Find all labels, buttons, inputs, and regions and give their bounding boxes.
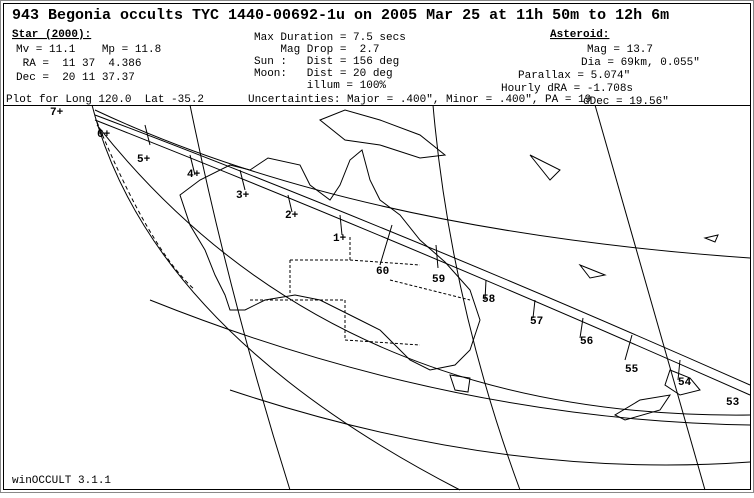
asteroid-line: Mag = 13.7 xyxy=(587,44,653,56)
coastline xyxy=(449,374,471,393)
inner-frame xyxy=(3,3,751,490)
footer: winOCCULT 3.1.1 xyxy=(12,475,111,487)
time-tick xyxy=(579,317,584,339)
time-label: 4+ xyxy=(187,169,201,181)
time-tick xyxy=(189,154,196,176)
limb xyxy=(91,104,461,491)
coastline xyxy=(664,369,701,396)
meridian xyxy=(189,104,291,491)
parallel xyxy=(229,389,751,466)
time-label: 55 xyxy=(625,364,639,376)
time-label: 56 xyxy=(580,336,593,348)
coastline xyxy=(529,154,719,279)
state-border xyxy=(250,235,471,346)
time-label: 6+ xyxy=(97,129,111,141)
time-tick xyxy=(287,194,293,213)
time-label: 59 xyxy=(432,274,445,286)
title: 943 Begonia occults TYC 1440-00692-1u on… xyxy=(12,7,669,24)
time-tick xyxy=(677,359,681,381)
time-tick xyxy=(532,299,536,319)
time-tick xyxy=(484,279,487,301)
coastline xyxy=(613,394,672,421)
time-label: 7+ xyxy=(50,107,64,119)
time-label: 57 xyxy=(530,316,543,328)
time-tick xyxy=(435,244,439,269)
coastline xyxy=(319,109,447,159)
asteroid-line: Parallax = 5.074" xyxy=(518,70,630,82)
map: 7+ 6+ 5+ 4+ 3+ 2+ 1+ 60 59 58 57 56 55 54 53 xyxy=(50,104,751,491)
time-label: 2+ xyxy=(285,210,299,222)
time-tick xyxy=(624,334,633,361)
time-label: 5+ xyxy=(137,154,151,166)
asteroid-line: Hourly dRA = -1.708s xyxy=(501,83,633,95)
event-line: Sun : Dist = 156 deg xyxy=(254,56,399,68)
uncertainty-limit xyxy=(94,109,751,259)
path-limit xyxy=(94,114,751,386)
path-limit xyxy=(94,119,751,396)
time-tick xyxy=(379,224,393,266)
plot-location: Plot for Long 120.0 Lat -35.2 xyxy=(6,94,204,106)
meridian xyxy=(594,104,706,491)
time-tick xyxy=(239,169,246,191)
star-line: RA = 11 37 4.386 xyxy=(16,58,141,70)
uncertainty-limit xyxy=(96,124,751,416)
star-line: Dec = 20 11 37.37 xyxy=(16,72,135,84)
time-label: 54 xyxy=(678,377,692,389)
time-tick xyxy=(339,214,343,236)
parallel xyxy=(149,299,751,426)
uncertainties: Uncertainties: Major = .400", Minor = .4… xyxy=(248,94,591,106)
event-line: illum = 100% xyxy=(254,80,386,92)
time-label: 3+ xyxy=(236,190,250,202)
event-line: Max Duration = 7.5 secs xyxy=(254,32,406,44)
asteroid-line: dDec = 19.56" xyxy=(583,96,669,108)
time-tick xyxy=(144,124,151,146)
event-line: Moon: Dist = 20 deg xyxy=(254,68,393,80)
asteroid-heading: Asteroid: xyxy=(550,29,609,41)
coastline xyxy=(179,149,481,371)
time-label: 1+ xyxy=(333,233,347,245)
event-line: Mag Drop = 2.7 xyxy=(254,44,379,56)
star-line: Mv = 11.1 Mp = 11.8 xyxy=(16,44,161,56)
time-label: 53 xyxy=(726,397,740,409)
asteroid-line: Dia = 69km, 0.055" xyxy=(581,57,700,69)
time-label: 60 xyxy=(376,266,389,278)
star-heading: Star (2000): xyxy=(12,29,91,41)
time-label: 58 xyxy=(482,294,496,306)
